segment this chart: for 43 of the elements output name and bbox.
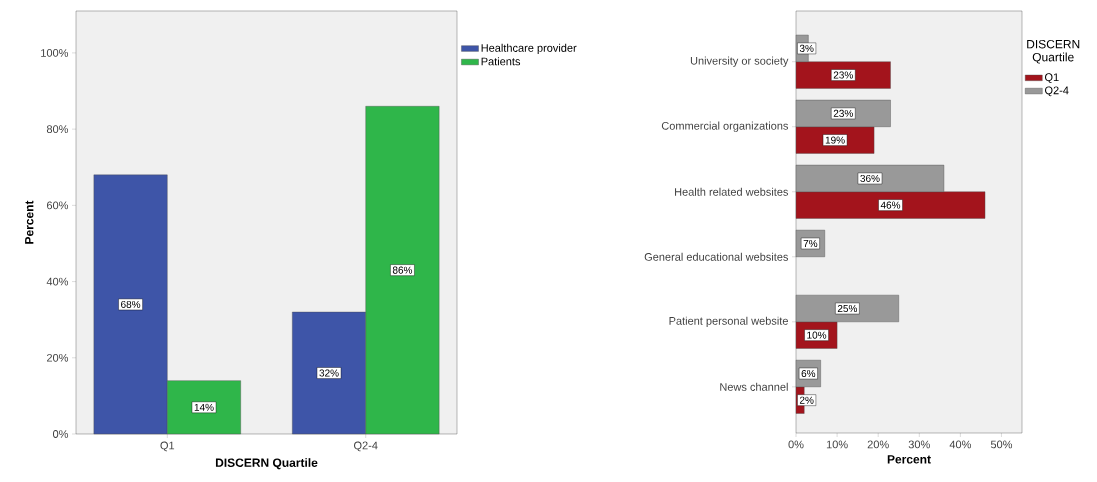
y-tick-label: Health related websites [675, 187, 789, 196]
y-tick-label: University or society [690, 56, 789, 67]
data-label: 19% [825, 136, 845, 144]
data-label: 7% [803, 239, 818, 247]
data-label: 36% [860, 174, 880, 182]
data-label: 32% [319, 369, 339, 377]
data-label: 10% [807, 331, 827, 339]
data-label: 68% [121, 300, 141, 308]
legend-label: Healthcare provider [481, 43, 577, 55]
y-tick-label: 100% [41, 49, 69, 57]
data-label: 3% [799, 44, 814, 52]
data-label: 25% [837, 304, 858, 313]
data-label: 23% [833, 109, 853, 117]
x-tick-label: Q1 [160, 441, 175, 452]
data-label: 6% [801, 369, 816, 378]
x-tick-label: Q2-4 [354, 441, 378, 452]
y-tick-label: General educational websites [644, 252, 789, 261]
x-tick-label: 20% [867, 440, 889, 449]
y-tick-label: News channel [720, 382, 788, 391]
data-label: 86% [392, 266, 413, 274]
data-label: 23% [833, 71, 853, 79]
legend-label: Patients [481, 57, 521, 66]
y-tick-label: 40% [46, 277, 69, 286]
data-label: 46% [880, 201, 901, 209]
x-tick-label: 40% [949, 440, 971, 449]
x-tick-label: 10% [826, 440, 848, 449]
legend-label: Q2-4 [1045, 86, 1069, 97]
y-tick-label: 0% [52, 430, 69, 438]
legend-title: DISCERN Quartile [1027, 39, 1080, 64]
y-axis-title: Percent [25, 200, 34, 244]
x-tick-label: 50% [990, 440, 1013, 449]
data-label: 14% [194, 403, 214, 411]
y-tick-label: 20% [47, 353, 69, 362]
x-tick-label: 30% [908, 440, 930, 449]
x-axis-title: DISCERN Quartile [215, 458, 318, 470]
x-axis-title: Percent [887, 455, 931, 464]
x-tick-label: 0% [788, 440, 804, 449]
y-tick-label: 80% [46, 125, 69, 134]
legend-label: Q1 [1045, 73, 1059, 84]
data-label: 2% [799, 396, 814, 404]
y-tick-label: 60% [47, 201, 69, 210]
y-tick-label: Patient personal website [669, 316, 788, 327]
y-tick-label: Commercial organizations [661, 121, 789, 132]
